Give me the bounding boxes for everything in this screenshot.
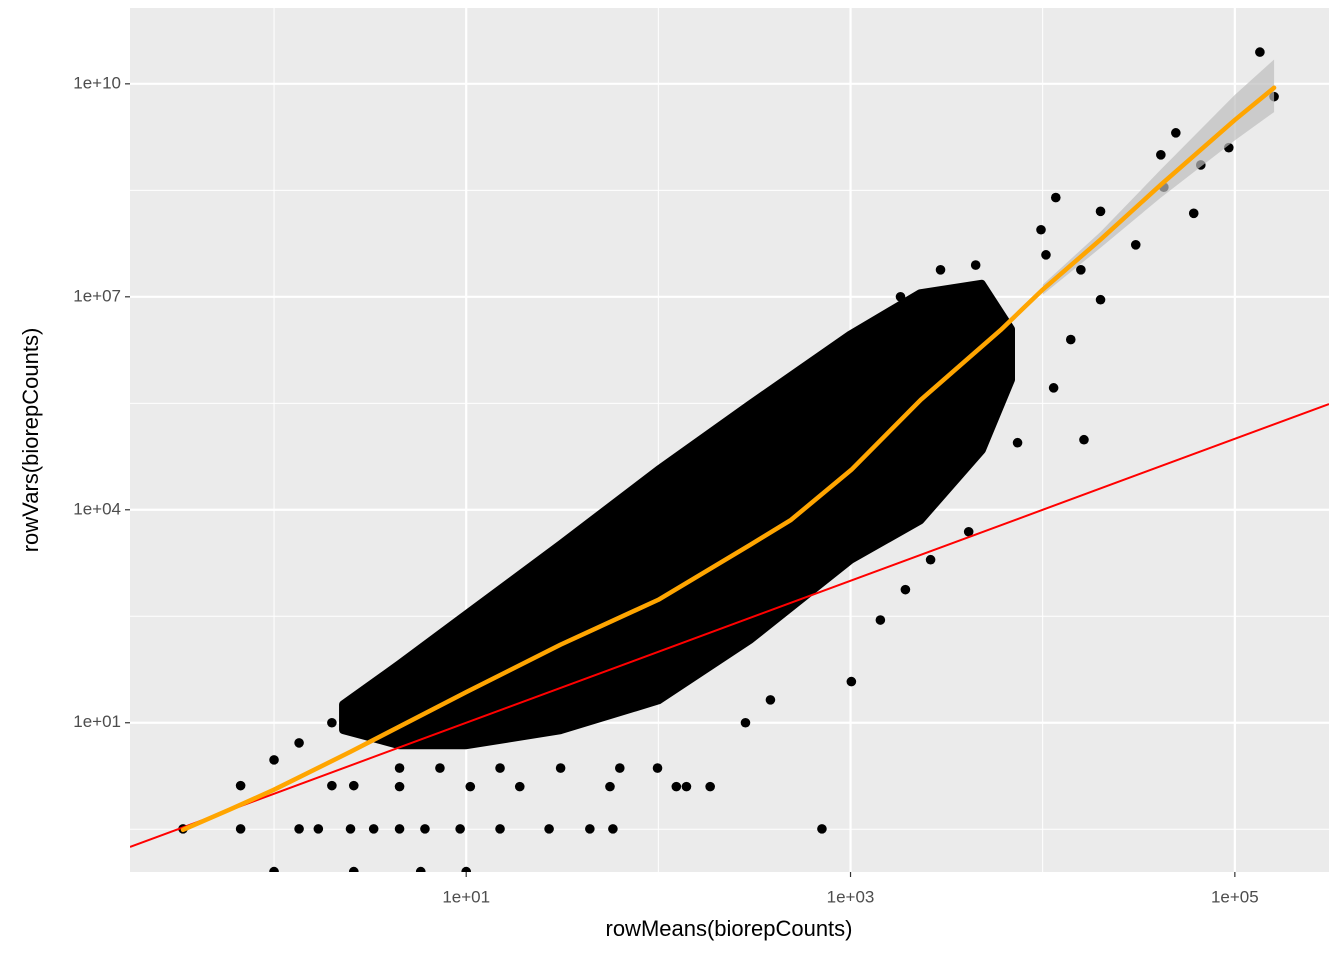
point xyxy=(415,866,426,872)
smooth-line xyxy=(180,85,1277,833)
point xyxy=(327,717,337,728)
point xyxy=(895,292,906,302)
point xyxy=(740,717,751,728)
point xyxy=(963,526,974,537)
point xyxy=(1095,206,1106,217)
point xyxy=(269,866,279,872)
point xyxy=(544,824,554,834)
reference-line xyxy=(130,403,1329,848)
plot-layer xyxy=(130,8,1329,872)
point xyxy=(327,780,337,791)
data-layer xyxy=(130,47,1329,872)
point xyxy=(394,781,405,792)
point xyxy=(817,824,827,834)
point xyxy=(294,738,304,748)
point xyxy=(1036,224,1046,235)
point xyxy=(605,781,615,792)
point xyxy=(846,676,857,687)
point xyxy=(1188,208,1199,219)
point xyxy=(765,695,776,705)
point xyxy=(294,824,304,834)
point xyxy=(348,780,359,791)
point xyxy=(705,781,715,792)
point xyxy=(1156,150,1166,160)
point xyxy=(1076,265,1086,275)
point xyxy=(1130,240,1141,250)
point xyxy=(1050,192,1061,203)
point xyxy=(615,763,625,773)
point xyxy=(970,260,981,270)
point xyxy=(1079,434,1089,445)
y-axis-title: rowVars(biorepCounts) xyxy=(18,328,43,553)
point xyxy=(495,763,505,773)
point-cloud xyxy=(339,279,1016,750)
point xyxy=(671,781,682,792)
y-tick-label: 1e+07 xyxy=(73,286,121,305)
confidence-band xyxy=(1042,59,1275,295)
x-tick-label: 1e+01 xyxy=(442,887,490,906)
x-tick-label: 1e+03 xyxy=(827,887,875,906)
point xyxy=(368,824,379,834)
point xyxy=(465,781,476,792)
point xyxy=(1065,334,1076,345)
point xyxy=(681,781,692,792)
point xyxy=(514,781,525,792)
point xyxy=(495,824,505,834)
point xyxy=(394,763,405,773)
point xyxy=(585,824,595,834)
point xyxy=(313,824,324,834)
point xyxy=(235,824,246,834)
point xyxy=(652,763,663,773)
point xyxy=(235,780,246,791)
point xyxy=(461,866,472,872)
point xyxy=(875,615,886,625)
point xyxy=(435,763,445,773)
point xyxy=(608,824,618,834)
y-tick-label: 1e+01 xyxy=(73,712,121,731)
point xyxy=(935,265,946,275)
point xyxy=(900,584,911,595)
point xyxy=(348,866,359,872)
y-tick-label: 1e+04 xyxy=(73,499,121,518)
point xyxy=(394,824,405,834)
point xyxy=(925,554,936,565)
point xyxy=(555,763,566,773)
point xyxy=(1041,250,1051,260)
point xyxy=(420,824,430,834)
y-tick-label: 1e+10 xyxy=(73,73,121,92)
point xyxy=(1171,128,1181,138)
point xyxy=(455,824,465,834)
point xyxy=(1095,294,1106,305)
point xyxy=(1048,383,1059,393)
point xyxy=(1012,437,1023,448)
x-tick-label: 1e+05 xyxy=(1211,887,1259,906)
point xyxy=(269,755,279,765)
point xyxy=(1255,47,1265,57)
point xyxy=(345,824,356,834)
x-axis-title: rowMeans(biorepCounts) xyxy=(606,916,853,941)
